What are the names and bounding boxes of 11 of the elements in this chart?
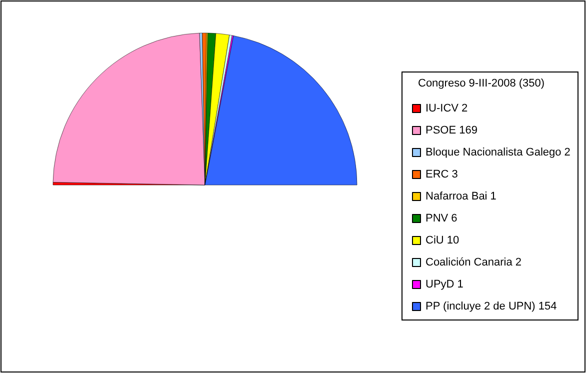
legend-label: PNV 6 xyxy=(426,212,458,224)
legend-label: Bloque Nacionalista Galego 2 xyxy=(426,146,570,158)
legend-label: IU-ICV 2 xyxy=(426,102,468,114)
legend-label: Coalición Canaria 2 xyxy=(426,256,522,268)
legend-label: UPyD 1 xyxy=(426,278,464,290)
legend-label: ERC 3 xyxy=(426,168,458,180)
legend-title: Congreso 9-III-2008 (350) xyxy=(418,78,545,90)
legend-label: Nafarroa Bai 1 xyxy=(426,190,496,202)
legend-label: PSOE 169 xyxy=(426,124,478,136)
legend-label: PP (incluye 2 de UPN) 154 xyxy=(426,300,557,312)
legend-label: CiU 10 xyxy=(426,234,460,246)
